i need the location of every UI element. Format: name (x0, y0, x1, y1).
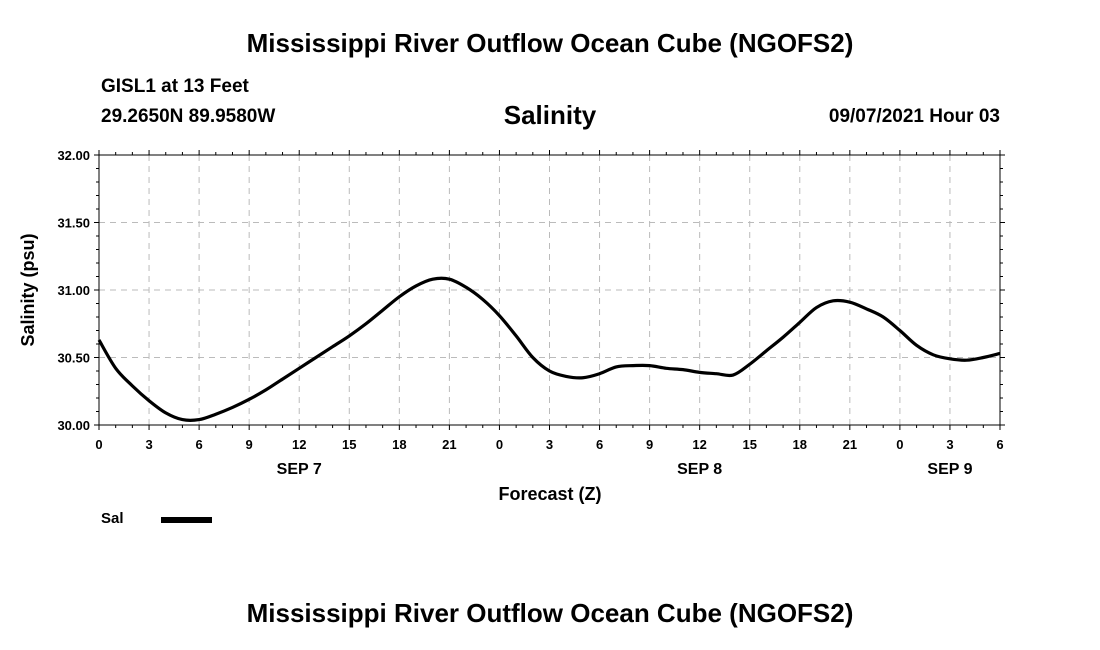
date-label: SEP 7 (277, 461, 322, 478)
y-tick-label: 30.50 (57, 351, 90, 366)
plot-frame (98, 154, 1001, 426)
date-label: SEP 9 (927, 461, 972, 478)
forecast-run-time: 09/07/2021 Hour 03 (828, 106, 1000, 127)
station-name: GISL1 at 13 Feet (101, 76, 249, 97)
legend-line-swatch (161, 517, 212, 523)
y-axis-label: Salinity (psu) (18, 233, 38, 346)
date-label: SEP 8 (677, 461, 722, 478)
x-tick-label: 12 (692, 437, 706, 452)
x-tick-label: 6 (996, 437, 1003, 452)
x-tick-label: 0 (496, 437, 503, 452)
x-tick-label: 12 (292, 437, 306, 452)
x-tick-label: 6 (596, 437, 603, 452)
x-tick-label: 6 (195, 437, 202, 452)
x-tick-label: 15 (342, 437, 356, 452)
series-line-sal (97, 276, 1001, 422)
x-tick-label: 18 (392, 437, 406, 452)
y-tick-label: 32.00 (57, 148, 90, 163)
page-title: Mississippi River Outflow Ocean Cube (NG… (246, 28, 854, 58)
x-tick-label: 0 (95, 437, 102, 452)
legend-label: Sal (101, 510, 124, 527)
x-tick-label: 15 (742, 437, 756, 452)
y-tick-label: 30.00 (57, 418, 90, 433)
y-tick-label: 31.00 (57, 283, 90, 298)
series-layer (97, 276, 1001, 422)
x-tick-label: 9 (246, 437, 253, 452)
x-tick-label: 3 (946, 437, 953, 452)
y-tick-label: 31.50 (57, 216, 90, 231)
footer-title: Mississippi River Outflow Ocean Cube (NG… (246, 598, 854, 628)
x-tick-label: 9 (646, 437, 653, 452)
x-tick-label: 3 (546, 437, 553, 452)
x-tick-label: 0 (896, 437, 903, 452)
x-axis-label: Forecast (Z) (498, 484, 601, 504)
x-tick-label: 21 (442, 437, 456, 452)
x-tick-label: 18 (793, 437, 807, 452)
chart-title: Salinity (503, 100, 597, 130)
grid-lines (99, 155, 1000, 425)
x-tick-label: 21 (843, 437, 857, 452)
x-tick-label: 3 (145, 437, 152, 452)
station-coordinates: 29.2650N 89.9580W (101, 106, 276, 127)
axes: 30.00 30.50 31.00 31.50 32.00 0 3 6 9 12 15 18 21 0 3 6… (57, 148, 1005, 478)
